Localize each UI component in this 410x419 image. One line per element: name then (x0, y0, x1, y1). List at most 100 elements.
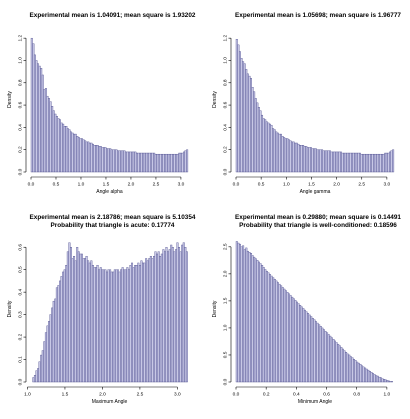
histogram-bar (90, 142, 93, 173)
histogram-bar (63, 269, 66, 383)
histogram-bar (82, 258, 85, 383)
histogram-bar (262, 118, 265, 173)
histogram-bar (326, 332, 329, 383)
y-tick-label: 0.0 (18, 168, 24, 175)
histogram-bar (48, 321, 50, 383)
histogram-bar (368, 371, 371, 383)
y-axis-title: Density (7, 300, 13, 317)
y-tick-label: 0.2 (18, 146, 24, 153)
histogram-bar (38, 361, 41, 383)
histogram-bar (335, 151, 338, 173)
histogram-bar (359, 152, 361, 173)
histogram-bar (267, 122, 270, 173)
histogram-bar (129, 265, 132, 383)
histogram-bar (178, 247, 181, 383)
y-tick-label: 0.8 (223, 79, 229, 86)
chart-title: Experimental mean is 1.05698; mean squar… (235, 12, 401, 19)
histogram-bar (384, 152, 387, 173)
histogram-bar (306, 147, 309, 173)
y-tick-label: 1.2 (223, 34, 229, 41)
x-tick-label: 2.5 (137, 392, 144, 398)
histogram-bar (179, 251, 182, 383)
histogram-bar (256, 260, 259, 383)
histogram-bar (370, 153, 372, 173)
histogram-bar (44, 332, 47, 383)
histogram-bar (74, 133, 77, 173)
histogram-bar (240, 58, 243, 173)
histogram-bar (248, 252, 251, 383)
histogram-bar (240, 246, 243, 383)
histogram-bar (289, 140, 292, 173)
histogram-bar (184, 150, 187, 173)
histogram-bar (329, 335, 332, 383)
histogram-bar (376, 375, 379, 383)
y-axis-title: Density (212, 91, 218, 108)
histogram-bar (76, 136, 79, 173)
histogram-bar (68, 129, 71, 173)
histogram-bar (153, 256, 155, 383)
histogram-bar (157, 251, 160, 383)
histogram-bar (360, 153, 363, 173)
histogram-bar (38, 65, 41, 173)
histogram-bar (344, 152, 347, 173)
histogram-bar (283, 288, 286, 383)
histogram-bar (63, 126, 66, 173)
histogram-bar (117, 150, 120, 173)
histogram-bar (363, 153, 366, 173)
histogram-bar (375, 375, 378, 383)
histogram-bar (66, 251, 69, 383)
histogram-bar (340, 347, 343, 383)
histogram-bar (33, 375, 36, 383)
histogram-bar (46, 95, 49, 173)
histogram-bar (167, 251, 170, 383)
histogram-bar (269, 274, 272, 383)
histogram-bar (62, 123, 65, 173)
histogram-bar (387, 152, 390, 173)
histogram-bar (341, 348, 344, 383)
histogram-bar (313, 319, 316, 383)
histogram-bar (319, 149, 322, 173)
x-tick-label: 0.2 (263, 392, 270, 398)
histogram-bar (87, 141, 90, 173)
histogram-bar (275, 131, 278, 173)
y-tick-label: 0.6 (18, 101, 24, 108)
histogram-bar (87, 260, 90, 383)
histogram-bar (98, 269, 101, 383)
histogram-bar (338, 151, 341, 173)
histogram-bar (351, 152, 354, 173)
histogram-bar (330, 337, 333, 383)
histogram-bar (99, 267, 102, 383)
histogram-bar (373, 374, 376, 383)
histogram-bar (310, 316, 313, 383)
x-tick-label: 2.0 (99, 392, 106, 398)
histogram-bar (257, 107, 260, 173)
histogram-bar (372, 373, 374, 383)
histogram-bar (310, 147, 312, 173)
x-axis-title: Angle gamma (300, 189, 331, 195)
histogram-bar (377, 153, 380, 173)
histogram-bar (132, 267, 135, 383)
histogram-bar (265, 270, 268, 383)
x-tick-label: 0.0 (233, 392, 240, 398)
histogram-bar (96, 265, 99, 383)
histogram-bar (101, 269, 104, 383)
y-tick-label: 0.3 (18, 311, 24, 318)
histogram-bar (349, 152, 352, 173)
histogram-bar (138, 265, 141, 383)
histogram-bar (37, 63, 40, 173)
histogram-bar (389, 381, 392, 383)
histogram-bar (307, 313, 310, 383)
histogram-bar (364, 367, 367, 383)
histogram-bar (107, 148, 110, 173)
histogram-bar (79, 138, 82, 173)
histogram-bar (40, 354, 43, 383)
histogram-bar (298, 145, 301, 173)
histogram-bar (295, 142, 298, 173)
histogram-bar (160, 253, 163, 383)
histogram-bar (132, 151, 135, 173)
histogram-bar (170, 153, 173, 173)
x-tick-label: 3.0 (384, 182, 391, 188)
histogram-bar (324, 330, 327, 383)
histogram-bar (250, 253, 253, 383)
histogram-bar (96, 145, 99, 173)
